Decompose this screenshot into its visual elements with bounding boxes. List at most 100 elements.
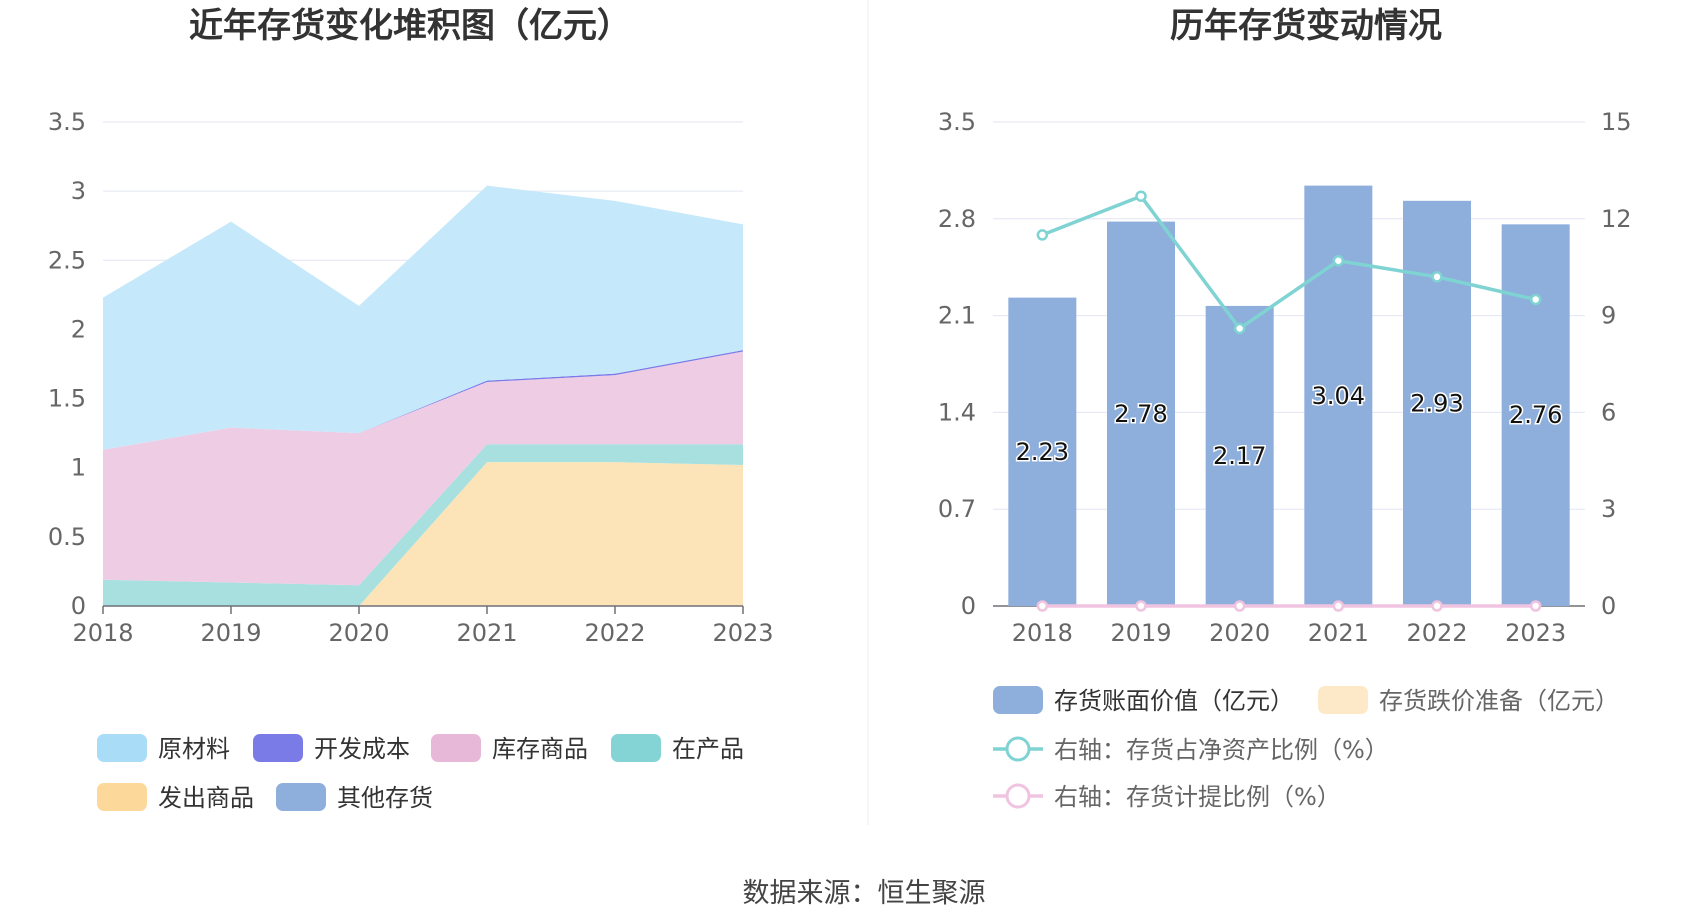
legend-label: 右轴：存货计提比例（%） [1054,783,1341,811]
left-x-tick-label: 2018 [72,619,133,647]
line-point [1233,600,1246,612]
legend-label: 发出商品 [158,784,254,812]
legend-label: 开发成本 [314,735,410,763]
line-point [1529,600,1542,612]
right-y-tick-label: 0 [961,592,976,620]
legend-label: 在产品 [672,735,744,763]
bar-2022 [1403,200,1471,606]
left-x-tick-label: 2019 [200,619,261,647]
legend-swatch [253,734,303,762]
left-y-tick-label: 1.5 [48,385,86,413]
left-x-tick-label: 2020 [328,619,389,647]
right-legend-item[interactable]: 右轴：存货占净资产比例（%） [993,736,1389,764]
right-lines [1036,190,1542,612]
left-y-tick-label: 2.5 [48,246,86,274]
right-x-tick-label: 2022 [1406,619,1467,647]
legend-swatch [993,686,1043,714]
line-point [1135,600,1147,612]
left-x-tick-label: 2023 [712,619,773,647]
right-y2-tick-label: 9 [1601,302,1616,330]
line-point [1431,271,1443,283]
bar-value-label: 2.93 [1410,389,1463,417]
right-x-tick-label: 2020 [1209,619,1270,647]
bar-value-label: 3.04 [1312,382,1365,410]
left-legend-item[interactable]: 开发成本 [253,734,410,763]
right-x-tick-label: 2018 [1012,619,1073,647]
right-y2-tick-label: 6 [1601,398,1616,426]
right-y-tick-label: 1.4 [938,398,976,426]
right-legend-item[interactable]: 存货跌价准备（亿元） [1318,686,1619,715]
right-grid [993,121,1585,607]
legend-marker [1005,783,1031,809]
left-legend-item[interactable]: 原材料 [97,734,230,763]
left-chart-panel: 近年存货变化堆积图（亿元） 0 0.5 1 1.5 2 2.5 3 3.5 2018 2019 2… [48,6,774,812]
area-series-4 [103,185,743,450]
legend-label: 其他存货 [337,784,433,812]
line-point [1529,293,1542,306]
line-point [1036,229,1049,241]
line-point [1431,600,1443,612]
bar-2019 [1107,221,1175,606]
legend-label: 存货跌价准备（亿元） [1379,687,1619,715]
left-y-tick-label: 3 [71,177,86,205]
right-x-tick-label: 2019 [1110,619,1171,647]
right-chart-panel: 历年存货变动情况 2.23 2.78 2.17 3.04 2.93 2.76 0 0.7 1.… [938,6,1632,811]
left-chart-title: 近年存货变化堆积图（亿元） [189,6,631,46]
right-y-tick-label: 2.1 [938,302,976,330]
right-chart-title: 历年存货变动情况 [1170,6,1442,46]
left-x-ticks: 2018 2019 2020 2021 2022 2023 [72,619,773,647]
line-point [1135,190,1147,202]
right-x-ticks: 2018 2019 2020 2021 2022 2023 [1012,619,1566,647]
right-x-tick-label: 2023 [1505,619,1566,647]
left-y-tick-label: 3.5 [48,108,86,136]
right-y2-tick-label: 3 [1601,495,1616,523]
line-point [1332,254,1345,267]
line-point [1332,600,1345,612]
bar-value-label: 2.78 [1114,400,1167,428]
line-point [1233,322,1246,335]
right-y2-tick-label: 0 [1601,592,1616,620]
right-y2-tick-label: 15 [1601,108,1632,136]
legend-label: 右轴：存货占净资产比例（%） [1054,736,1389,764]
line-series-2 [1041,194,1537,331]
right-legend[interactable]: 存货账面价值（亿元） 存货跌价准备（亿元） 右轴：存货占净资产比例（%） 右轴：存货计… [993,686,1619,811]
left-y-tick-label: 0.5 [48,523,86,551]
left-y-tick-label: 2 [71,315,86,343]
bar-value-label: 2.17 [1213,442,1266,470]
bar-2018 [1008,297,1077,606]
legend-swatch [611,734,661,762]
legend-swatch [431,734,481,762]
right-y-tick-label: 0.7 [938,495,976,523]
left-y-tick-label: 0 [71,592,86,620]
left-x-axis [102,605,744,614]
right-bar-labels: 2.23 2.78 2.17 3.04 2.93 2.76 [1014,380,1564,471]
left-stacked-areas [103,185,743,606]
legend-label: 库存商品 [492,735,588,763]
bar-value-label: 2.23 [1016,438,1069,466]
legend-label: 存货账面价值（亿元） [1054,687,1294,715]
left-legend-item[interactable]: 发出商品 [97,783,254,812]
area-series-1 [103,444,743,606]
right-right-y-ticks: 0 3 6 9 12 15 [1601,108,1632,620]
bar-value-label: 2.76 [1509,401,1562,429]
bar-2023 [1501,224,1570,606]
left-legend-item[interactable]: 在产品 [611,734,744,763]
right-legend-item[interactable]: 右轴：存货计提比例（%） [993,783,1341,811]
right-y-tick-label: 2.8 [938,205,976,233]
line-point [1036,600,1049,612]
left-legend-item[interactable]: 其他存货 [276,783,433,812]
left-x-tick-label: 2021 [456,619,517,647]
left-y-ticks: 0 0.5 1 1.5 2 2.5 3 3.5 [48,108,86,620]
left-legend-item[interactable]: 库存商品 [431,734,588,763]
legend-swatch [97,734,147,762]
bar-2020 [1205,305,1274,606]
legend-swatch [1318,686,1368,714]
legend-swatch [97,783,147,811]
right-legend-item[interactable]: 存货账面价值（亿元） [993,686,1294,715]
left-y-tick-label: 1 [71,454,86,482]
right-x-tick-label: 2021 [1308,619,1369,647]
right-bars [1008,185,1570,606]
area-series-2 [103,351,743,586]
